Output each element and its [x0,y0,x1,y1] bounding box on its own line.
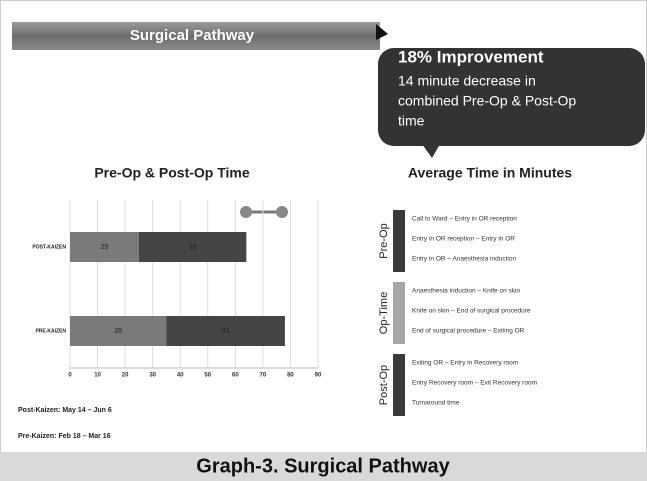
data-label: 39 [189,244,197,251]
group-item: Knife on skin – End of surgical procedur… [412,308,531,315]
x-tick-label: 0 [68,373,72,379]
group-label: Post-Op [378,365,390,405]
chart-title: Pre-Op & Post-Op Time [94,165,250,181]
callout-box [378,48,645,146]
x-tick-label: 70 [260,373,267,379]
footnote: Post-Kaizen: May 14 – Jun 6 [18,407,112,414]
group-item: Turnaround time [412,400,460,407]
group-item: Entry in OR reception – Entry in OR [412,236,515,243]
dumbbell-icon [240,206,288,218]
group-bar [393,354,405,416]
footnote: Pre-Kaizen: Feb 18 – Mar 16 [18,433,111,440]
caption: Graph-3. Surgical Pathway [196,455,450,477]
x-tick-label: 50 [204,373,211,379]
data-label: 43 [222,328,230,335]
bar-segment [166,316,285,346]
group-item: End of surgical procedure – Exiting OR [412,328,525,335]
x-tick-label: 80 [287,373,294,379]
callout-tail [422,144,440,158]
x-tick-label: 40 [177,373,184,379]
caption-band [0,452,647,481]
group-label: Pre-Op [378,223,390,258]
group-item: Entry Recovery room – Exit Recovery room [412,380,537,387]
group-item: Anaesthesia induction – Knife on skin [412,288,520,295]
x-tick-label: 60 [232,373,239,379]
header-band [12,22,380,50]
data-label: 25 [101,244,109,251]
group-bar [393,210,405,272]
header-arrow [376,24,388,40]
bar-segment [70,316,167,346]
group-item: Exiting OR – Entry in Recovery room [412,360,518,367]
group-label: Op-Time [378,292,390,334]
panel-title: Average Time in Minutes [408,165,572,181]
callout-title: 18% Improvement [398,47,544,66]
header-title: Surgical Pathway [130,27,255,44]
x-tick-label: 90 [315,373,322,379]
x-tick-label: 20 [122,373,129,379]
y-tick-label: POST-KAIZEN [32,244,66,250]
group-item: Entry in OR – Anaesthesia induction [412,256,516,263]
group-bar [393,282,405,344]
x-tick-label: 30 [149,373,156,379]
bar-segment [70,232,139,262]
y-tick-label: PRE-KAIZEN [35,328,66,334]
x-tick-label: 10 [94,373,101,379]
group-item: Call to Ward – Entry in OR reception [412,216,517,223]
data-label: 35 [114,328,122,335]
bar-segment [138,232,247,262]
callout-line: combined Pre-Op & Post-Op [398,93,576,109]
callout-line: 14 minute decrease in [398,73,536,89]
callout-line: time [398,113,425,129]
